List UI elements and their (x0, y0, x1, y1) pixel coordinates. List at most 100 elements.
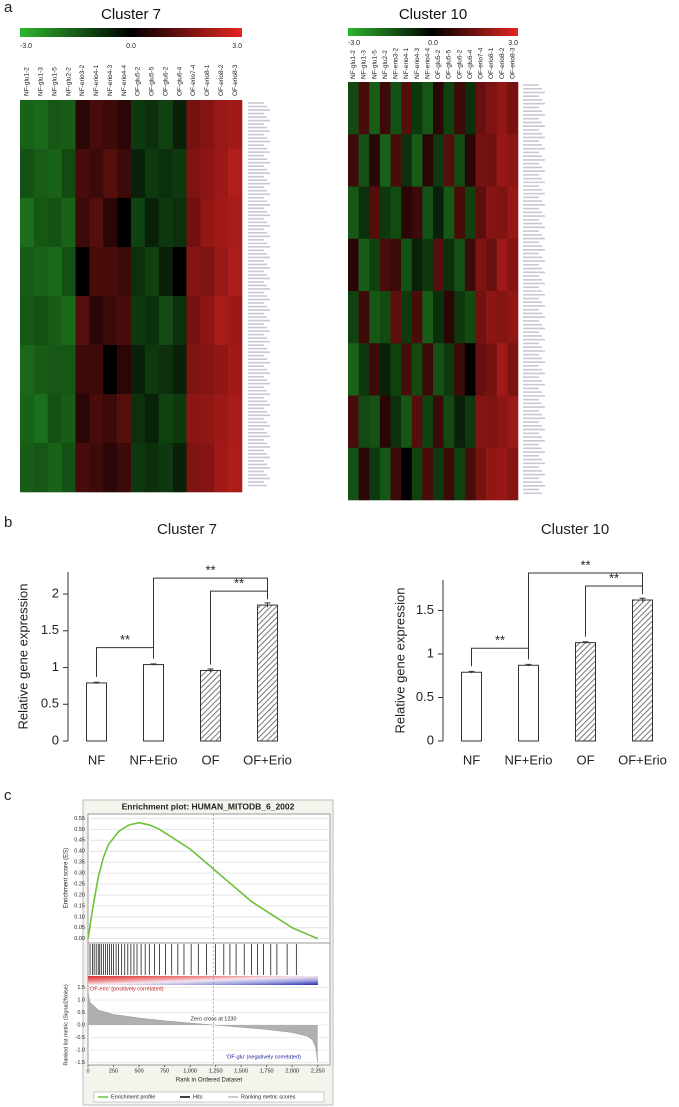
heatmap-cell (33, 394, 49, 444)
heatmap-cell (103, 100, 118, 150)
heatmap-cell (475, 82, 487, 135)
heatmap-cell (20, 247, 35, 297)
column-label: OF-erio7-4 (190, 64, 197, 96)
heatmap-cell (172, 296, 187, 346)
heatmap-cell (379, 343, 391, 396)
legend-label: Hits (193, 1094, 203, 1100)
colorbar (348, 28, 518, 36)
heatmap-cell (20, 149, 35, 199)
heatmap-cell (172, 247, 187, 297)
colorbar-tick-label: -3.0 (348, 40, 360, 47)
heatmap-cell (103, 443, 118, 493)
heatmap-cell (390, 291, 402, 344)
heatmap-cell (486, 395, 498, 449)
heatmap-cell (158, 149, 173, 199)
heatmap-cell (486, 343, 498, 396)
heatmap-cell (131, 149, 146, 199)
heatmap-cell (214, 247, 229, 297)
heatmap-cell (454, 395, 466, 449)
heatmap-cell (358, 447, 370, 501)
heatmap-cell (89, 100, 104, 150)
column-label: NF-erio4-1 (93, 65, 100, 96)
y-tick-label: 0 (52, 732, 59, 747)
heatmap-cell (144, 149, 160, 199)
heatmap-cell (379, 447, 391, 501)
significance-bracket (528, 572, 643, 660)
heatmap-cell (443, 82, 455, 135)
heatmap-cell (144, 443, 160, 493)
heatmap-cell (348, 291, 359, 344)
y-tick-label: 0.10 (74, 914, 85, 920)
heatmap-cell (507, 395, 519, 449)
y-tick-label: 0.0 (77, 1022, 85, 1028)
heatmap-cell (379, 134, 391, 187)
heatmap-cell (507, 82, 519, 135)
heatmap-title: Cluster 10 (399, 6, 467, 23)
heatmap-cell (89, 149, 104, 199)
y-tick-label: 0.5 (416, 689, 434, 704)
heatmap-cell (228, 443, 243, 493)
heatmap-cell (61, 443, 76, 493)
heatmap-cell (507, 447, 519, 501)
heatmap-cell (158, 198, 173, 248)
x-tick-label: OF+Erio (618, 752, 667, 767)
heatmap-cell (33, 198, 49, 248)
column-label: OF-glu6-4 (176, 66, 183, 96)
heatmap-cell (89, 443, 104, 493)
heatmap-cell (422, 291, 434, 344)
heatmap-cell (20, 100, 35, 150)
column-label: OF-erio8-3 (509, 47, 516, 79)
column-label: OF-erio8-2 (499, 47, 506, 79)
heatmap-cell (390, 186, 402, 240)
heatmap-cell (131, 198, 146, 248)
heatmap-cell (214, 296, 229, 346)
heatmap-cell (89, 296, 104, 346)
bar (518, 664, 539, 742)
heatmap-cell (172, 394, 187, 444)
x-tick-label: NF+Erio (504, 752, 552, 767)
heatmap-cell (33, 149, 49, 199)
heatmap-cell (186, 296, 201, 346)
column-label: NF-erio4-4 (424, 48, 431, 79)
heatmap-cell (20, 443, 35, 493)
heatmap-cell (172, 149, 187, 199)
heatmap-cell (186, 443, 201, 493)
column-label: OF-erio8-1 (204, 64, 211, 96)
y-tick-label: 0.45 (74, 838, 85, 844)
y-tick-label: 0 (427, 732, 434, 747)
heatmap-cell (172, 198, 187, 248)
column-label: NF-erio4-3 (107, 65, 114, 96)
heatmap-cell (390, 82, 402, 135)
heatmap-cell (358, 186, 370, 240)
heatmap-cell (464, 291, 476, 344)
metric-area (88, 992, 318, 1063)
heatmap-cell (117, 247, 132, 297)
heatmap-cell (228, 345, 243, 395)
heatmap-cell (401, 291, 413, 344)
heatmap-cell (200, 394, 215, 444)
heatmap-cell (117, 394, 132, 444)
column-label: OF-erio8-2 (218, 64, 225, 96)
heatmap-cell (486, 82, 498, 135)
heatmap-cell (433, 343, 444, 396)
panel-label: b (4, 514, 12, 531)
error-bar (150, 663, 157, 666)
heatmap-cell (20, 345, 35, 395)
heatmap-cell (433, 291, 444, 344)
y-tick-label: -1.5 (76, 1060, 85, 1066)
heatmap-cell (103, 198, 118, 248)
y-tick-label: 0.35 (74, 860, 85, 866)
x-axis-label: Rank in Ordered Dataset (176, 1078, 243, 1084)
colorbar-tick-label: 0.0 (428, 40, 438, 47)
heatmap-cell (144, 296, 160, 346)
heatmap-cell (117, 443, 132, 493)
zero-cross-label: Zero cross at 1230 (191, 1016, 237, 1022)
heatmap-cell (379, 82, 391, 135)
heatmap-cell (61, 296, 76, 346)
heatmap-cell (131, 394, 146, 444)
heatmap-cell (75, 247, 90, 297)
colorbar (20, 28, 242, 37)
heatmap-cell (172, 100, 187, 150)
